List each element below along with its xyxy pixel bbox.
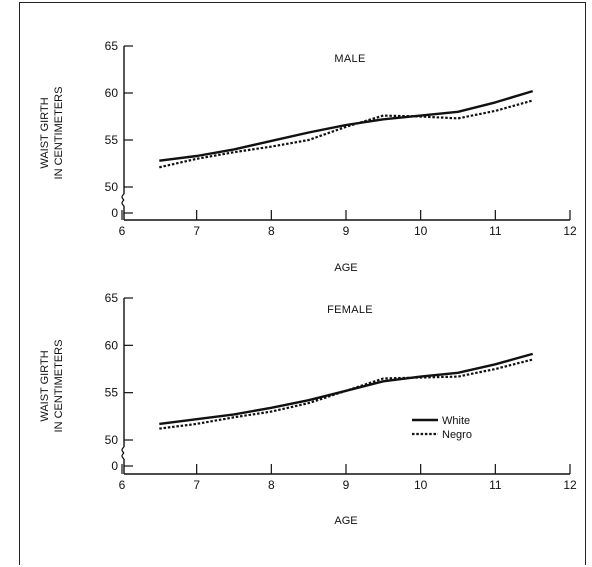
y-tick-label: 55 <box>105 386 119 400</box>
panel-title: MALE <box>334 53 365 65</box>
y-axis-title-line-2: IN CENTIMETERS <box>53 87 65 180</box>
y-tick-label: 50 <box>105 433 119 447</box>
legend-label-white: White <box>442 415 470 427</box>
legend: White Negro <box>412 415 472 441</box>
y-tick-label: 0 <box>111 459 118 473</box>
y-axis-title-line-1: WAIST GIRTH <box>39 350 51 421</box>
y-tick-label: 65 <box>105 39 119 53</box>
y-tick-label: 60 <box>105 338 119 352</box>
y-tick-label: 0 <box>111 206 118 220</box>
y-axis-title-line-2: IN CENTIMETERS <box>53 340 65 433</box>
series-line-white <box>159 352 534 426</box>
x-axis-title: AGE <box>334 262 357 274</box>
y-axis-break-mark <box>121 446 125 454</box>
x-tick-label: 10 <box>414 478 428 492</box>
y-axis-break-mark <box>121 452 125 460</box>
panel-title: FEMALE <box>327 304 373 316</box>
series-line-white <box>159 89 534 162</box>
chart-panel-male: 65 60 55 50 06 7 8 9 10 11 12 AGE WAIST GIRTH IN CENT… <box>39 39 577 274</box>
y-tick-label: 50 <box>105 180 119 194</box>
x-tick-label: 10 <box>414 224 428 238</box>
y-axis-title-line-1: WAIST GIRTH <box>39 97 51 168</box>
chart-panel-female: 65 60 55 50 06 7 8 9 10 11 12 AGE WAIST GIRTH IN CENT… <box>39 291 577 527</box>
x-tick-label: 9 <box>343 478 350 492</box>
x-tick-label: 11 <box>489 478 502 492</box>
y-axis-break-mark <box>121 199 125 207</box>
series-line-negro <box>159 99 533 169</box>
x-tick-label: 8 <box>268 478 275 492</box>
legend-label-negro: Negro <box>442 429 472 441</box>
y-tick-label: 60 <box>105 86 119 100</box>
x-tick-label: 9 <box>343 224 350 238</box>
y-tick-label: 55 <box>105 133 119 147</box>
series-line-negro <box>159 358 533 430</box>
x-tick-label: 6 <box>119 478 126 492</box>
x-tick-label: 7 <box>193 478 200 492</box>
x-tick-label: 11 <box>489 224 502 238</box>
x-tick-label: 8 <box>268 224 275 238</box>
x-axis-title: AGE <box>334 515 357 527</box>
x-tick-label: 6 <box>119 224 126 238</box>
y-axis-break-mark <box>121 193 125 201</box>
y-tick-label: 65 <box>105 291 119 305</box>
x-tick-label: 7 <box>193 224 200 238</box>
figure-border <box>19 2 586 565</box>
x-tick-label: 12 <box>563 224 577 238</box>
x-tick-label: 12 <box>563 478 577 492</box>
